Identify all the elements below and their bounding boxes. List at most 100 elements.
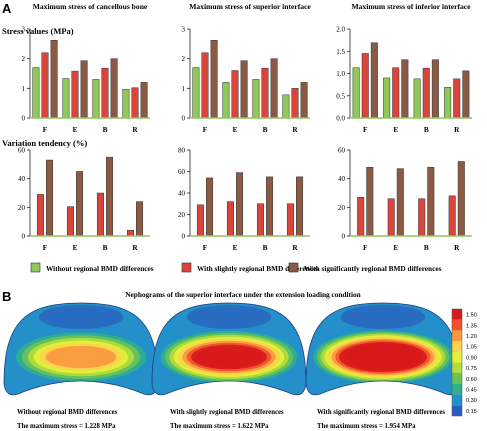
- bar-E-1: [222, 82, 230, 119]
- x-tick-label: R: [132, 243, 138, 252]
- bar-F-2: [201, 52, 209, 119]
- x-tick-label: E: [393, 125, 398, 134]
- x-tick-label: F: [203, 243, 208, 252]
- x-tick-label: B: [263, 243, 268, 252]
- y-tick-label: 1.0: [336, 70, 345, 78]
- stress-contour: [45, 345, 117, 369]
- bar-chart-3: Maximum stress of inferior interface 0.0 0…: [336, 2, 472, 134]
- y-tick-label: 3: [182, 26, 186, 34]
- y-tick-label: 20: [18, 204, 26, 212]
- y-tick-label: 60: [18, 147, 26, 155]
- bar-E-3: [401, 59, 409, 119]
- x-tick-label: R: [132, 125, 138, 134]
- bar-B-2: [106, 156, 114, 237]
- y-tick-label: 0: [22, 115, 26, 123]
- bar-F-1: [352, 67, 360, 119]
- low-stress-cap: [340, 305, 426, 329]
- legend-label-significantly: With significantly regional BMD differen…: [304, 264, 442, 273]
- y-tick-label: 0.5: [336, 92, 345, 100]
- stress-row-label: Stress values (MPa): [2, 26, 74, 36]
- bar-F-3: [370, 42, 378, 119]
- bar-R-1: [286, 203, 294, 237]
- y-tick-label: 60: [338, 147, 346, 155]
- bar-R-2: [136, 201, 144, 237]
- x-tick-label: R: [454, 243, 460, 252]
- bar-R-1: [122, 88, 130, 119]
- bar-F-1: [196, 204, 204, 237]
- bar-B-3: [270, 58, 278, 119]
- y-tick-label: 2: [22, 55, 26, 63]
- x-tick-label: F: [363, 243, 368, 252]
- y-tick-label: 40: [18, 175, 26, 183]
- nephograms-group: [3, 302, 461, 396]
- x-tick-label: E: [233, 243, 238, 252]
- bar-B-1: [252, 79, 260, 119]
- bar-R-2: [453, 78, 461, 119]
- legend-swatch-significantly: [288, 262, 299, 273]
- bar-chart-4: 0 20 40 60 F E B R: [18, 147, 150, 252]
- y-tick-label: 3: [22, 26, 26, 34]
- bar-E-2: [236, 172, 244, 237]
- bar-E-2: [71, 70, 79, 119]
- x-tick-label: R: [454, 125, 460, 134]
- bar-R-2: [457, 161, 465, 237]
- y-tick-label: 0: [22, 233, 26, 241]
- bar-E-3: [80, 60, 88, 119]
- bar-B-3: [431, 59, 439, 119]
- low-stress-cap: [186, 305, 272, 329]
- x-tick-label: B: [424, 243, 429, 252]
- bar-R-3: [140, 82, 148, 119]
- bar-F-2: [41, 52, 49, 119]
- x-tick-label: R: [292, 243, 298, 252]
- bar-E-1: [387, 198, 395, 237]
- colorbar-segment: [452, 362, 462, 374]
- bar-F-1: [36, 194, 44, 237]
- colorbar-segment: [452, 309, 462, 320]
- legend-swatch-slightly: [181, 262, 192, 273]
- colorbar-tick-label: 1.35: [466, 323, 477, 329]
- chart-title: Maximum stress of cancellous bone: [33, 2, 148, 11]
- bar-R-2: [131, 87, 139, 119]
- legend: Without regional BMD differences With sl…: [30, 262, 442, 273]
- colorbar-tick-label: 1.05: [466, 345, 477, 351]
- x-tick-label: B: [263, 125, 268, 134]
- y-tick-label: 20: [178, 211, 186, 219]
- bar-B-2: [427, 166, 435, 237]
- bar-chart-2: Maximum stress of superior interface 0 1 2 3…: [182, 2, 312, 134]
- colorbar-tick-label: 0.45: [466, 387, 477, 393]
- bar-F-3: [50, 40, 58, 119]
- x-tick-label: E: [73, 243, 78, 252]
- bar-R-3: [462, 70, 470, 119]
- bar-chart-6: 0 20 40 60 F E B R: [338, 147, 472, 252]
- y-tick-label: 20: [338, 204, 346, 212]
- bar-R-2: [296, 176, 304, 237]
- bar-charts-group: Maximum stress of cancellous bone 0 1 2 3 F E B…: [18, 2, 472, 252]
- low-stress-cap: [38, 305, 124, 329]
- bar-F-2: [46, 159, 54, 237]
- colorbar-tick-label: 1.20: [466, 334, 477, 340]
- bar-E-2: [392, 67, 400, 119]
- y-tick-label: 2: [182, 55, 186, 63]
- bar-E-1: [66, 206, 74, 237]
- bar-B-2: [261, 67, 269, 119]
- colorbar-segment: [452, 405, 462, 416]
- x-tick-label: B: [103, 243, 108, 252]
- nephogram-caption-3: With significantly regional BMD differen…: [317, 409, 445, 416]
- colorbar-segment: [452, 394, 462, 406]
- nephogram-caption-2: With slightly regional BMD differences: [170, 409, 284, 416]
- nephogram-max-2: The maximum stress = 1.622 MPa: [170, 423, 269, 430]
- colorbar-tick-label: 0.15: [466, 409, 477, 415]
- bar-E-2: [231, 70, 239, 119]
- colorbar-tick-label: 0.90: [466, 355, 477, 361]
- bar-B-1: [413, 78, 421, 119]
- colorbar-segment: [452, 383, 462, 395]
- bar-F-1: [32, 67, 40, 119]
- x-tick-label: B: [103, 125, 108, 134]
- x-tick-label: R: [292, 125, 298, 134]
- bar-R-1: [282, 94, 290, 119]
- y-tick-label: 60: [178, 168, 186, 176]
- x-tick-label: E: [233, 125, 238, 134]
- x-tick-label: E: [393, 243, 398, 252]
- bar-F-1: [192, 67, 200, 119]
- variation-row-label: Variation tendency (%): [2, 138, 87, 148]
